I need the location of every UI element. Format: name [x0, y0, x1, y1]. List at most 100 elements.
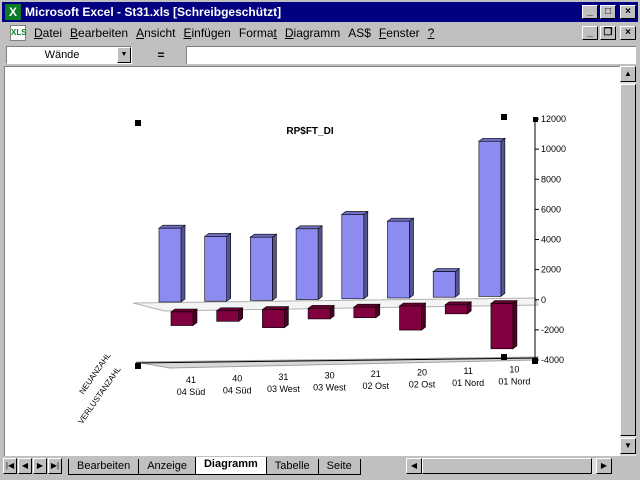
bar-neuanzahl-front [204, 236, 227, 302]
x-tick-label: 02 Ost [409, 380, 436, 390]
name-box-value: Wände [44, 49, 80, 61]
bar-neuanzahl-side [180, 224, 186, 303]
bar-neuanzahl-front [341, 214, 365, 300]
tab-seite[interactable]: Seite [317, 459, 361, 475]
bar-neuanzahl [386, 217, 415, 299]
x-tick-label: 01 Nord [452, 378, 484, 388]
tab-anzeige[interactable]: Anzeige [138, 459, 196, 475]
maximize-button[interactable]: □ [600, 5, 616, 19]
horizontal-scrollbar[interactable]: ◀ ▶ [406, 458, 612, 474]
bar-verlustanzahl-front [399, 305, 422, 331]
last-sheet-icon[interactable]: ▶| [48, 458, 62, 474]
scroll-left-icon[interactable]: ◀ [406, 458, 422, 474]
selection-handle [135, 363, 141, 369]
bar-verlustanzahl-top [444, 301, 473, 306]
y-tick-label: 8000 [541, 174, 561, 184]
name-box[interactable]: Wände ▼ [6, 46, 132, 64]
bar-neuanzahl-side [317, 225, 323, 301]
bar-verlustanzahl-front [307, 308, 331, 320]
scroll-up-icon[interactable]: ▲ [620, 66, 636, 82]
window-title: Microsoft Excel - St31.xls [Schreibgesch… [25, 5, 282, 19]
bar-neuanzahl [249, 233, 278, 301]
vertical-scrollbar[interactable]: ▲ ▼ [620, 66, 636, 456]
bar-neuanzahl-side [409, 217, 414, 299]
chart[interactable]: 12000 10000 8000 6000 4000 2000 0 -2000 -4000 RP$… [5, 67, 619, 455]
bar-verlustanzahl-front [353, 306, 377, 319]
x-tick-label: 20 [417, 368, 427, 378]
menu-diagramm[interactable]: Diagramm [284, 26, 341, 40]
bar-verlustanzahl [170, 308, 198, 327]
bar-neuanzahl [477, 137, 506, 297]
xls-document-icon[interactable]: XLS [10, 25, 27, 41]
chevron-down-icon[interactable]: ▼ [117, 47, 131, 63]
doc-restore-button[interactable]: ❐ [600, 26, 616, 40]
y-tick-label: -2000 [541, 325, 564, 335]
bar-verlustanzahl-front [216, 310, 239, 322]
x-tick-label: 31 [278, 372, 288, 382]
menu-ansicht[interactable]: Ansicht [136, 26, 176, 40]
bar-verlustanzahl-side [284, 306, 289, 329]
bar-neuanzahl-side [500, 137, 506, 297]
tab-tabelle[interactable]: Tabelle [265, 459, 319, 475]
first-sheet-icon[interactable]: |◀ [3, 458, 17, 474]
chart-title: RP$FT_DI [286, 126, 333, 137]
selection-handle [532, 358, 538, 364]
y-tick-label: -4000 [541, 355, 564, 365]
bar-verlustanzahl [398, 302, 427, 331]
bar-neuanzahl-top [340, 211, 369, 215]
menu-bearbeiten[interactable]: Bearbeiten [70, 26, 129, 40]
prev-sheet-icon[interactable]: ◀ [18, 458, 32, 474]
x-tick-label: 03 West [313, 383, 346, 393]
formula-input[interactable] [186, 46, 636, 64]
menu-help[interactable]: ? [427, 26, 435, 40]
vertical-scroll-thumb[interactable] [620, 84, 636, 436]
bar-neuanzahl-top [158, 224, 186, 229]
bar-verlustanzahl-side [421, 302, 426, 331]
bar-neuanzahl-front [432, 271, 456, 298]
scroll-down-icon[interactable]: ▼ [620, 438, 636, 454]
bar-verlustanzahl [261, 306, 290, 329]
bar-verlustanzahl [352, 303, 381, 319]
next-sheet-icon[interactable]: ▶ [33, 458, 47, 474]
bar-neuanzahl-top [249, 233, 278, 238]
horizontal-scroll-thumb[interactable] [422, 458, 592, 474]
bar-neuanzahl-front [295, 228, 319, 300]
bar-neuanzahl-front [158, 227, 182, 303]
tab-diagramm[interactable]: Diagramm [194, 457, 267, 475]
bar-verlustanzahl-top [352, 303, 381, 308]
selection-handle [501, 354, 507, 360]
x-tick-label: 04 Süd [223, 386, 252, 396]
x-tick-label: 30 [325, 371, 335, 381]
y-tick-label: 4000 [541, 235, 561, 245]
bar-neuanzahl [432, 267, 461, 298]
bar-neuanzahl-side [363, 210, 369, 300]
bar-verlustanzahl-top [170, 308, 198, 313]
menu-format[interactable]: Format [238, 26, 277, 40]
menu-datei[interactable]: Datei [34, 26, 63, 40]
doc-minimize-button[interactable]: _ [582, 26, 598, 40]
close-button[interactable]: × [620, 5, 636, 19]
equals-button[interactable]: = [157, 48, 165, 62]
scroll-right-icon[interactable]: ▶ [596, 458, 612, 474]
menu-fenster[interactable]: Fenster [378, 26, 420, 40]
bar-neuanzahl-top [477, 137, 506, 142]
bar-neuanzahl-top [203, 233, 232, 237]
x-tick-label: 03 West [267, 384, 300, 394]
doc-close-button[interactable]: × [620, 26, 636, 40]
chart-sheet[interactable]: 12000 10000 8000 6000 4000 2000 0 -2000 -4000 RP$… [4, 66, 620, 456]
bar-neuanzahl-front [478, 140, 502, 297]
x-tick-label: 01 Nord [498, 377, 530, 387]
y-tick-label: 12000 [541, 114, 566, 124]
bar-neuanzahl-front [387, 220, 410, 299]
title-bar: X Microsoft Excel - St31.xls [Schreibges… [2, 2, 638, 22]
tab-bearbeiten[interactable]: Bearbeiten [68, 459, 140, 475]
menu-as[interactable]: AS$ [348, 26, 371, 40]
menu-einfuegen[interactable]: Einfügen [183, 26, 231, 40]
bar-verlustanzahl [444, 301, 473, 315]
minimize-button[interactable]: _ [582, 5, 598, 19]
excel-icon[interactable]: X [5, 4, 21, 20]
bar-neuanzahl-top [295, 225, 324, 230]
bar-verlustanzahl-top [398, 302, 427, 307]
bar-neuanzahl [340, 210, 369, 300]
